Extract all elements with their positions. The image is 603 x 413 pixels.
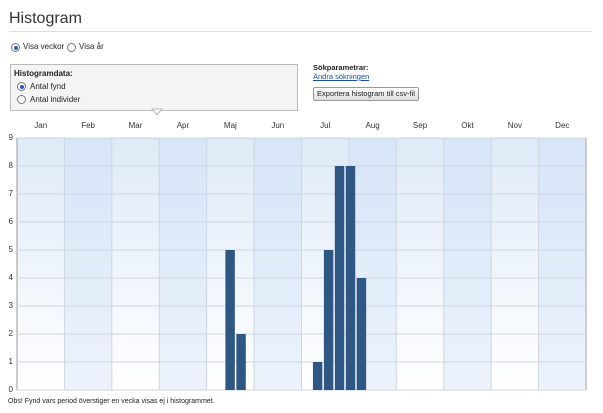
- x-tick-label: Sep: [413, 121, 428, 130]
- link[interactable]: Ändra sökningen: [313, 72, 370, 81]
- radio[interactable]: [17, 95, 26, 104]
- column-shade: [64, 138, 112, 390]
- column-shade: [538, 138, 586, 390]
- y-tick-label: 8: [9, 161, 14, 170]
- y-tick-label: 2: [9, 329, 14, 338]
- y-tick-label: 9: [9, 133, 14, 142]
- y-tick-label: 0: [9, 385, 14, 394]
- bar: [356, 278, 367, 390]
- x-tick-label: Jun: [271, 121, 284, 130]
- panel-title: Histogramdata:: [14, 69, 73, 78]
- y-tick-label: 7: [9, 189, 14, 198]
- radio[interactable]: [17, 82, 26, 91]
- params-title: Sökparametrar:: [313, 63, 369, 72]
- x-tick-label: Feb: [81, 121, 95, 130]
- y-tick-label: 1: [9, 357, 14, 366]
- x-tick-label: Apr: [177, 121, 190, 130]
- x-tick-label: Okt: [461, 121, 474, 130]
- bar: [236, 334, 246, 390]
- bar: [334, 166, 345, 390]
- radio-label[interactable]: Antal fynd: [30, 82, 66, 91]
- page-title: Histogram: [9, 10, 82, 27]
- y-tick-label: 3: [9, 301, 14, 310]
- bar: [312, 362, 323, 390]
- column-shade: [348, 138, 397, 390]
- x-tick-label: Dec: [555, 121, 569, 130]
- export-button[interactable]: Exportera histogram till csv-fil: [313, 87, 419, 101]
- divider: [9, 31, 592, 32]
- x-tick-label: Nov: [508, 121, 522, 130]
- bar: [323, 250, 334, 390]
- y-tick-label: 6: [9, 217, 14, 226]
- x-tick-label: Maj: [224, 121, 237, 130]
- radio-label[interactable]: Visa veckor: [23, 42, 65, 51]
- radio-label[interactable]: Antal individer: [30, 95, 81, 104]
- bar: [345, 166, 356, 390]
- pointer: [150, 108, 164, 116]
- radio[interactable]: [67, 43, 76, 52]
- bar: [225, 250, 235, 390]
- column-shade: [254, 138, 302, 390]
- y-tick-label: 5: [9, 245, 14, 254]
- footnote: Obs! Fynd vars period överstiger en veck…: [8, 398, 215, 405]
- column-shade: [159, 138, 207, 390]
- x-tick-label: Jul: [320, 121, 330, 130]
- x-tick-label: Mar: [129, 121, 143, 130]
- radio-label[interactable]: Visa år: [79, 42, 104, 51]
- column-shade: [443, 138, 492, 390]
- radio[interactable]: [11, 43, 20, 52]
- x-tick-label: Aug: [366, 121, 380, 130]
- y-tick-label: 4: [9, 273, 14, 282]
- x-tick-label: Jan: [34, 121, 47, 130]
